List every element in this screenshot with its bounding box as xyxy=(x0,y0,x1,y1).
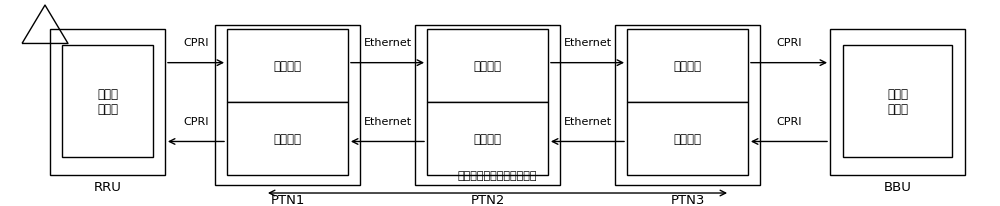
Text: 发送模块: 发送模块 xyxy=(674,132,702,145)
Text: CPRI: CPRI xyxy=(183,38,209,48)
Text: 基带处
理模块: 基带处 理模块 xyxy=(887,88,908,116)
Text: 转发模块: 转发模块 xyxy=(474,132,502,145)
Text: 接收模块: 接收模块 xyxy=(274,132,302,145)
Text: 双向非对称延时抖动平滑域: 双向非对称延时抖动平滑域 xyxy=(458,170,537,180)
Text: BBU: BBU xyxy=(884,181,911,193)
Bar xyxy=(227,30,348,103)
Text: PTN1: PTN1 xyxy=(270,193,305,206)
Text: 射频处
理模块: 射频处 理模块 xyxy=(97,88,118,116)
Text: PTN2: PTN2 xyxy=(470,193,505,206)
Text: 接收模块: 接收模块 xyxy=(674,60,702,73)
Text: Ethernet: Ethernet xyxy=(363,117,412,127)
Bar xyxy=(215,26,360,185)
Bar xyxy=(50,30,165,175)
Bar xyxy=(427,30,548,103)
Text: RRU: RRU xyxy=(94,181,121,193)
Text: 转发模块: 转发模块 xyxy=(474,60,502,73)
Text: 发送模块: 发送模块 xyxy=(274,60,302,73)
Bar xyxy=(415,26,560,185)
Text: Ethernet: Ethernet xyxy=(363,38,412,48)
Bar xyxy=(843,46,952,157)
Text: Ethernet: Ethernet xyxy=(563,117,612,127)
Text: PTN3: PTN3 xyxy=(670,193,705,206)
Text: Ethernet: Ethernet xyxy=(563,38,612,48)
Bar xyxy=(830,30,965,175)
Bar xyxy=(627,30,748,103)
Text: CPRI: CPRI xyxy=(776,117,802,127)
Bar xyxy=(227,103,348,175)
Bar xyxy=(62,46,153,157)
Bar xyxy=(615,26,760,185)
Bar xyxy=(627,103,748,175)
Bar xyxy=(427,103,548,175)
Text: CPRI: CPRI xyxy=(776,38,802,48)
Text: CPRI: CPRI xyxy=(183,117,209,127)
